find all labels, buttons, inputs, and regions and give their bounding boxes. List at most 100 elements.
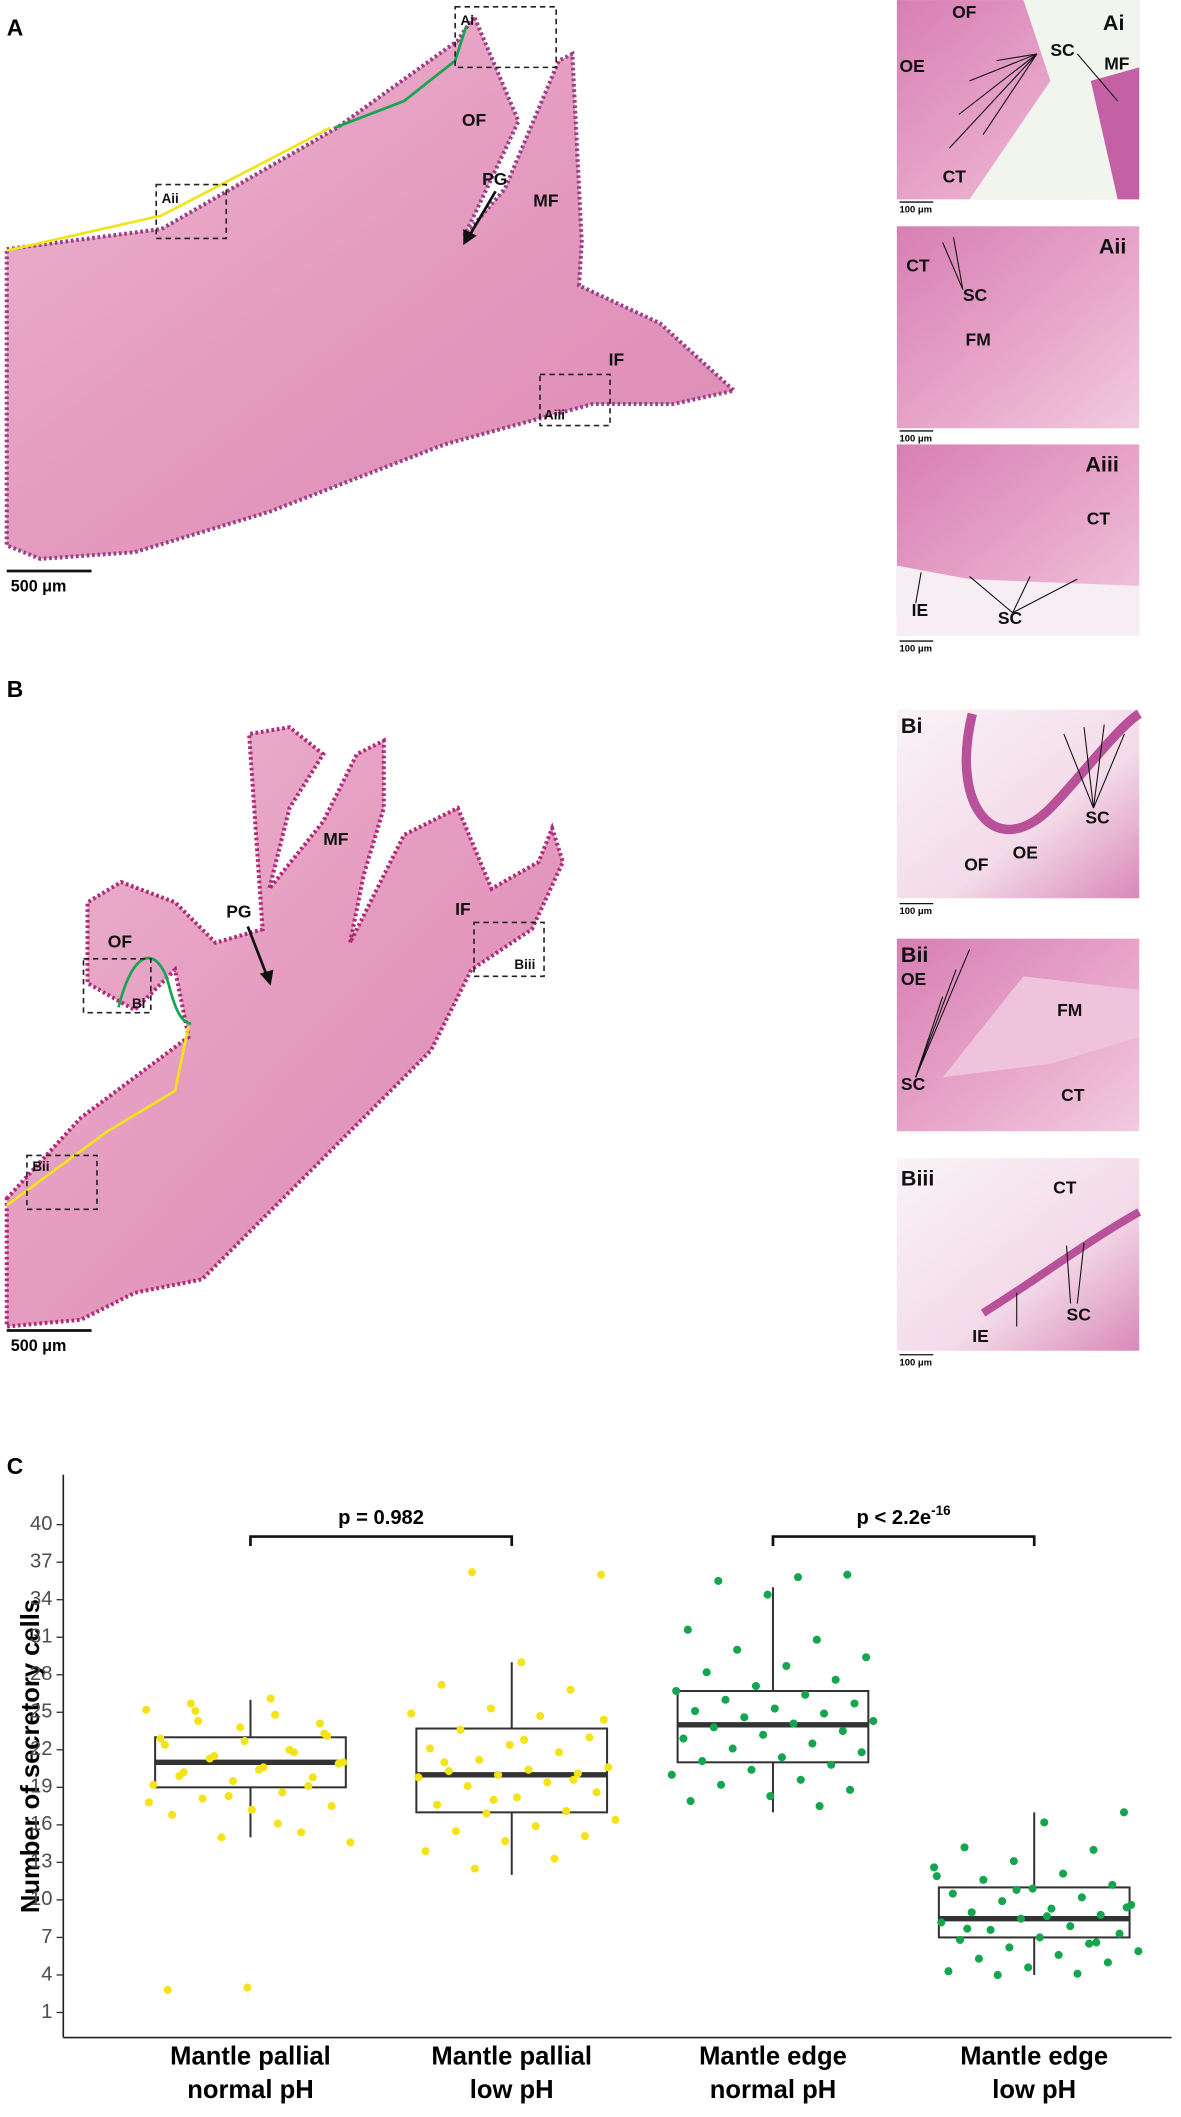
data-point bbox=[304, 1782, 313, 1791]
data-point bbox=[1066, 1922, 1075, 1931]
inset-label: Bi bbox=[901, 714, 923, 738]
inset-box bbox=[26, 1154, 98, 1211]
data-point bbox=[1073, 1969, 1082, 1978]
data-point bbox=[505, 1740, 514, 1749]
data-point bbox=[308, 1773, 317, 1782]
data-point bbox=[194, 1716, 203, 1726]
inset-box bbox=[155, 183, 228, 240]
data-point bbox=[144, 1798, 153, 1807]
inset-label: Aii bbox=[1099, 235, 1127, 259]
y-tick-label: 19 bbox=[30, 1776, 52, 1798]
tissue-label: CT bbox=[1087, 508, 1111, 528]
data-point bbox=[1115, 1929, 1124, 1938]
data-point bbox=[217, 1833, 226, 1842]
data-point bbox=[721, 1695, 730, 1704]
data-point bbox=[266, 1694, 275, 1703]
tissue-label: OF bbox=[108, 931, 133, 951]
y-tick-label: 31 bbox=[30, 1626, 52, 1648]
x-tick-label: Mantle edge bbox=[960, 2042, 1108, 2070]
inset-bi: Bi SC OE OF 100 μm bbox=[896, 709, 1142, 916]
data-point bbox=[1085, 1939, 1094, 1948]
data-point bbox=[967, 1908, 976, 1917]
data-point bbox=[1077, 1893, 1086, 1902]
panel-a: A Ai Aii Aiii OF PG MF IF 500 μm bbox=[4, 5, 739, 595]
data-point bbox=[1134, 1947, 1143, 1956]
p-value: p < 2.2e-16 bbox=[857, 1503, 951, 1530]
box-label: Bi bbox=[132, 996, 145, 1011]
data-point bbox=[243, 1983, 252, 1992]
data-point bbox=[163, 1985, 172, 1995]
x-tick-label: Mantle edge bbox=[699, 2042, 847, 2070]
data-point bbox=[236, 1723, 245, 1732]
tissue bbox=[961, 709, 1142, 834]
panel-label: A bbox=[7, 15, 24, 41]
data-point bbox=[228, 1777, 238, 1786]
data-point bbox=[531, 1822, 540, 1831]
pallial-line bbox=[5, 1025, 190, 1207]
data-point bbox=[585, 1733, 594, 1742]
data-point bbox=[948, 1889, 957, 1898]
data-point bbox=[974, 1954, 983, 1963]
data-point bbox=[517, 1658, 526, 1667]
data-point bbox=[690, 1706, 700, 1716]
data-point bbox=[808, 1739, 817, 1748]
panel-b: B Bi Bii Biii OF PG MF IF 500 μm bbox=[4, 676, 566, 1355]
y-tick-label: 28 bbox=[30, 1663, 52, 1685]
data-point bbox=[672, 1686, 681, 1696]
tissue-label: SC bbox=[998, 608, 1023, 628]
arrow-head bbox=[463, 228, 477, 246]
data-point bbox=[407, 1709, 416, 1718]
inset-box bbox=[473, 921, 545, 978]
data-point bbox=[191, 1706, 200, 1716]
y-tick-label: 25 bbox=[30, 1701, 52, 1723]
data-point bbox=[1009, 1857, 1018, 1866]
data-point bbox=[763, 1590, 772, 1599]
y-tick-label: 16 bbox=[30, 1813, 52, 1835]
data-point bbox=[1042, 1912, 1052, 1921]
tissue-label: IE bbox=[972, 1326, 989, 1346]
data-point bbox=[993, 1970, 1002, 1980]
muscle bbox=[942, 976, 1140, 1078]
bracket bbox=[249, 1535, 514, 1546]
data-point bbox=[1108, 1880, 1117, 1889]
y-tick-label: 7 bbox=[41, 1926, 52, 1948]
data-point bbox=[470, 1864, 479, 1873]
tissue-label: MF bbox=[1104, 53, 1130, 73]
data-point bbox=[747, 1765, 756, 1774]
inset-label: Ai bbox=[1103, 11, 1125, 35]
bracket bbox=[771, 1535, 1036, 1546]
data-point bbox=[702, 1668, 711, 1677]
data-point bbox=[827, 1760, 836, 1769]
box-label: Biii bbox=[514, 957, 535, 972]
data-point bbox=[273, 1819, 282, 1828]
arrows bbox=[915, 572, 1078, 614]
data-point bbox=[932, 1872, 941, 1881]
data-point bbox=[728, 1744, 737, 1753]
inset-biii: Biii CT SC IE 100 μm bbox=[896, 1158, 1142, 1367]
inset-label: Biii bbox=[901, 1166, 934, 1190]
data-point bbox=[716, 1780, 726, 1789]
data-point bbox=[845, 1785, 855, 1794]
data-point bbox=[240, 1737, 249, 1746]
x-tick-label: low pH bbox=[992, 2076, 1076, 2104]
data-point bbox=[482, 1809, 491, 1818]
inset-image bbox=[896, 226, 1140, 429]
data-point bbox=[512, 1793, 521, 1802]
tissue-label: SC bbox=[1085, 807, 1110, 827]
data-point bbox=[224, 1792, 233, 1801]
data-point bbox=[857, 1748, 866, 1757]
scale-label: 500 μm bbox=[11, 1337, 67, 1355]
data-point bbox=[1059, 1869, 1068, 1878]
data-point bbox=[1047, 1904, 1056, 1913]
data-point bbox=[444, 1767, 453, 1776]
data-point bbox=[323, 1732, 332, 1741]
inset-image bbox=[896, 1158, 1140, 1351]
data-point bbox=[315, 1719, 324, 1728]
x-tick-label: normal pH bbox=[187, 2076, 313, 2104]
data-point bbox=[543, 1778, 552, 1787]
tissue-label: SC bbox=[1067, 1304, 1092, 1324]
data-point bbox=[770, 1704, 779, 1713]
data-point bbox=[451, 1827, 461, 1836]
data-point bbox=[1122, 1903, 1131, 1912]
